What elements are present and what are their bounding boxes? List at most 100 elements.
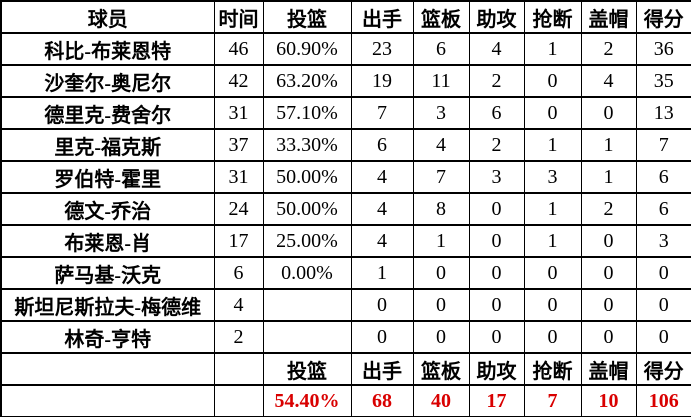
stat-cell: 1 [350, 256, 414, 290]
stat-cell: 4 [350, 192, 414, 226]
stat-cell: 17 [213, 224, 264, 258]
stat-cell: 6 [468, 96, 525, 130]
stat-cell: 4 [350, 160, 414, 194]
player-rows: 科比-布莱恩特 46 60.90% 23 6 4 1 2 36 沙奎尔-奥尼尔 42 63.20% 19… [0, 32, 691, 354]
stat-cell: 0 [468, 192, 525, 226]
stat-cell: 0 [468, 256, 525, 290]
table-row: 斯坦尼斯拉夫-梅德维 4 0 0 0 0 0 0 [0, 288, 691, 322]
stat-cell: 1 [412, 224, 470, 258]
stat-cell: 3 [468, 160, 525, 194]
empty-cell [0, 352, 215, 386]
stat-cell: 0 [468, 320, 525, 354]
stat-cell: 4 [412, 128, 470, 162]
stat-cell: 0 [635, 320, 691, 354]
stat-cell: 2 [580, 32, 637, 66]
stat-cell: 35 [635, 64, 691, 98]
stat-cell: 2 [213, 320, 264, 354]
table-row: 林奇-亨特 2 0 0 0 0 0 0 [0, 320, 691, 354]
column-header-fg-pct: 投篮 [262, 0, 352, 34]
stat-cell: 2 [468, 64, 525, 98]
stat-cell: 6 [213, 256, 264, 290]
player-name: 沙奎尔-奥尼尔 [0, 64, 215, 98]
stat-cell: 4 [468, 32, 525, 66]
total-points: 106 [635, 384, 691, 417]
player-name: 斯坦尼斯拉夫-梅德维 [0, 288, 215, 322]
column-header-assists: 助攻 [468, 0, 525, 34]
summary-label-steals: 抢断 [523, 352, 582, 386]
stat-cell: 3 [523, 160, 582, 194]
total-fg-pct: 54.40% [262, 384, 352, 417]
player-name: 德里克-费舍尔 [0, 96, 215, 130]
stat-cell: 0 [580, 224, 637, 258]
summary-value-row: 54.40% 68 40 17 7 10 106 [0, 384, 691, 417]
player-name: 科比-布莱恩特 [0, 32, 215, 66]
header-row: 球员 时间 投篮 出手 篮板 助攻 抢断 盖帽 得分 [0, 0, 691, 34]
summary-label-rebounds: 篮板 [412, 352, 470, 386]
table-row: 里克-福克斯 37 33.30% 6 4 2 1 1 7 [0, 128, 691, 162]
table-row: 布莱恩-肖 17 25.00% 4 1 0 1 0 3 [0, 224, 691, 258]
player-name: 德文-乔治 [0, 192, 215, 226]
stat-cell: 25.00% [262, 224, 352, 258]
stat-cell: 31 [213, 96, 264, 130]
summary-label-fg-pct: 投篮 [262, 352, 352, 386]
stat-cell: 6 [350, 128, 414, 162]
empty-cell [213, 352, 264, 386]
stat-cell: 0 [635, 256, 691, 290]
stat-cell: 50.00% [262, 160, 352, 194]
stat-cell: 0 [580, 288, 637, 322]
stat-cell: 31 [213, 160, 264, 194]
stat-cell: 0 [580, 256, 637, 290]
total-blocks: 10 [580, 384, 637, 417]
stat-cell: 1 [523, 128, 582, 162]
stat-cell: 0 [523, 320, 582, 354]
stat-cell: 1 [523, 192, 582, 226]
stat-cell: 7 [635, 128, 691, 162]
stat-cell: 46 [213, 32, 264, 66]
total-attempts: 68 [350, 384, 414, 417]
empty-cell [0, 384, 215, 417]
player-name: 林奇-亨特 [0, 320, 215, 354]
table-row: 科比-布莱恩特 46 60.90% 23 6 4 1 2 36 [0, 32, 691, 66]
stat-cell: 7 [350, 96, 414, 130]
stat-cell: 42 [213, 64, 264, 98]
stat-cell: 0 [580, 96, 637, 130]
stat-cell: 57.10% [262, 96, 352, 130]
stat-cell: 0.00% [262, 256, 352, 290]
stat-cell: 50.00% [262, 192, 352, 226]
stat-cell: 6 [412, 32, 470, 66]
summary-label-points: 得分 [635, 352, 691, 386]
stat-cell: 36 [635, 32, 691, 66]
stat-cell: 6 [635, 160, 691, 194]
stat-cell: 0 [523, 288, 582, 322]
player-name: 罗伯特-霍里 [0, 160, 215, 194]
table-row: 萨马基-沃克 6 0.00% 1 0 0 0 0 0 [0, 256, 691, 290]
stat-cell: 0 [468, 224, 525, 258]
column-header-player: 球员 [0, 0, 215, 34]
stat-cell: 0 [468, 288, 525, 322]
stat-cell: 11 [412, 64, 470, 98]
stat-cell: 4 [350, 224, 414, 258]
column-header-points: 得分 [635, 0, 691, 34]
stat-cell: 2 [580, 192, 637, 226]
stat-cell: 0 [523, 96, 582, 130]
column-header-minutes: 时间 [213, 0, 264, 34]
stat-cell: 19 [350, 64, 414, 98]
stat-cell: 1 [580, 160, 637, 194]
empty-cell [213, 384, 264, 417]
column-header-attempts: 出手 [350, 0, 414, 34]
summary-label-attempts: 出手 [350, 352, 414, 386]
player-name: 萨马基-沃克 [0, 256, 215, 290]
stat-cell: 3 [635, 224, 691, 258]
column-header-blocks: 盖帽 [580, 0, 637, 34]
column-header-steals: 抢断 [523, 0, 582, 34]
stat-cell: 33.30% [262, 128, 352, 162]
summary-label-blocks: 盖帽 [580, 352, 637, 386]
stat-cell: 1 [580, 128, 637, 162]
stat-cell: 63.20% [262, 64, 352, 98]
player-name: 布莱恩-肖 [0, 224, 215, 258]
stat-cell: 3 [412, 96, 470, 130]
stat-cell: 60.90% [262, 32, 352, 66]
stat-cell: 0 [523, 64, 582, 98]
stat-cell: 0 [412, 256, 470, 290]
